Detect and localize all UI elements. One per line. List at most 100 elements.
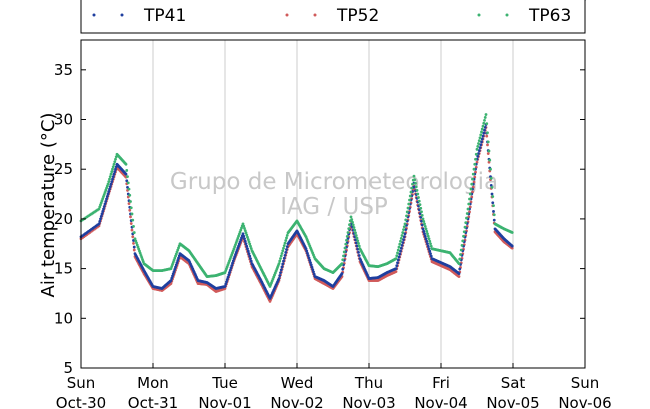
legend-marker bbox=[120, 13, 124, 17]
data-point bbox=[308, 258, 312, 262]
data-point bbox=[355, 236, 359, 240]
data-point bbox=[356, 247, 360, 251]
data-point bbox=[426, 244, 430, 248]
data-point bbox=[129, 206, 133, 210]
data-point bbox=[407, 202, 411, 206]
data-point bbox=[357, 244, 361, 248]
data-point bbox=[249, 259, 253, 263]
data-point bbox=[467, 202, 471, 206]
data-point bbox=[485, 122, 489, 126]
data-point bbox=[426, 232, 429, 236]
y-tick-label: 30 bbox=[54, 111, 73, 129]
watermark-line-2: IAG / USP bbox=[280, 194, 388, 220]
y-tick-label: 35 bbox=[54, 61, 73, 79]
data-point bbox=[471, 172, 475, 176]
data-point bbox=[468, 192, 472, 196]
data-point bbox=[417, 199, 421, 203]
data-point bbox=[402, 235, 406, 239]
data-point bbox=[112, 162, 116, 166]
data-point bbox=[466, 207, 470, 211]
y-tick-label: 25 bbox=[54, 160, 73, 178]
data-point bbox=[231, 259, 235, 263]
data-point bbox=[468, 197, 471, 201]
x-tick-day-label: Sun bbox=[67, 374, 96, 392]
data-point bbox=[132, 248, 136, 252]
data-point bbox=[474, 152, 478, 156]
data-point bbox=[403, 222, 407, 226]
data-point bbox=[285, 248, 288, 251]
data-point bbox=[399, 239, 402, 243]
data-point bbox=[130, 212, 134, 216]
x-tick-date-label: Oct-30 bbox=[56, 394, 106, 409]
y-tick-label: 5 bbox=[63, 359, 73, 377]
vertical-grid bbox=[152, 40, 514, 368]
data-point bbox=[281, 249, 285, 253]
data-point bbox=[427, 237, 431, 241]
data-point bbox=[476, 154, 480, 158]
data-point bbox=[345, 234, 349, 238]
data-point bbox=[342, 254, 345, 258]
data-point bbox=[398, 252, 402, 256]
data-point bbox=[397, 245, 401, 249]
data-point bbox=[348, 223, 351, 227]
data-point bbox=[279, 257, 282, 260]
y-tick-label: 20 bbox=[54, 210, 73, 228]
data-point bbox=[128, 193, 132, 197]
data-point bbox=[285, 245, 289, 249]
data-point bbox=[246, 247, 249, 251]
data-point bbox=[107, 180, 111, 184]
data-point bbox=[282, 259, 285, 263]
data-point bbox=[414, 185, 418, 189]
data-point bbox=[481, 134, 485, 138]
data-point bbox=[309, 263, 313, 267]
data-point bbox=[248, 254, 252, 258]
data-point bbox=[354, 234, 358, 237]
data-point bbox=[277, 277, 281, 280]
x-tick-day-label: Fri bbox=[432, 374, 450, 392]
data-point bbox=[405, 214, 408, 218]
data-point bbox=[107, 190, 111, 193]
data-point bbox=[242, 234, 246, 238]
x-tick-day-label: Wed bbox=[281, 374, 314, 392]
data-point bbox=[423, 234, 427, 238]
data-point bbox=[278, 274, 282, 278]
data-point bbox=[128, 208, 132, 212]
data-point bbox=[492, 218, 496, 222]
data-point bbox=[394, 270, 398, 273]
data-point bbox=[399, 249, 402, 253]
data-point bbox=[412, 174, 416, 178]
data-point bbox=[400, 244, 404, 247]
watermark-line-1: Grupo de Micrometeorologia bbox=[170, 169, 498, 195]
data-point bbox=[246, 238, 250, 241]
data-point bbox=[242, 224, 246, 228]
data-point bbox=[342, 250, 346, 254]
legend-label: TP52 bbox=[336, 6, 379, 26]
x-tick-date-label: Nov-01 bbox=[198, 394, 251, 409]
data-point bbox=[246, 235, 249, 239]
data-point bbox=[426, 234, 430, 238]
data-point bbox=[312, 270, 315, 274]
legend-label: TP63 bbox=[528, 6, 571, 26]
data-point bbox=[429, 242, 432, 246]
data-point bbox=[402, 238, 405, 242]
data-point bbox=[485, 134, 489, 138]
series-TP52 bbox=[79, 0, 586, 303]
data-point bbox=[174, 263, 178, 267]
data-point bbox=[492, 204, 495, 208]
data-point bbox=[351, 220, 354, 224]
data-point bbox=[244, 242, 248, 246]
data-point bbox=[102, 207, 105, 211]
data-point bbox=[488, 158, 492, 162]
data-point bbox=[415, 189, 419, 192]
data-point bbox=[482, 131, 486, 135]
data-point bbox=[101, 210, 105, 213]
data-point bbox=[429, 254, 433, 258]
data-point bbox=[111, 175, 115, 179]
data-point bbox=[312, 272, 316, 276]
data-point bbox=[477, 139, 481, 143]
data-point bbox=[491, 201, 495, 205]
data-point bbox=[228, 271, 231, 274]
data-point bbox=[344, 242, 348, 246]
data-point bbox=[225, 280, 228, 284]
